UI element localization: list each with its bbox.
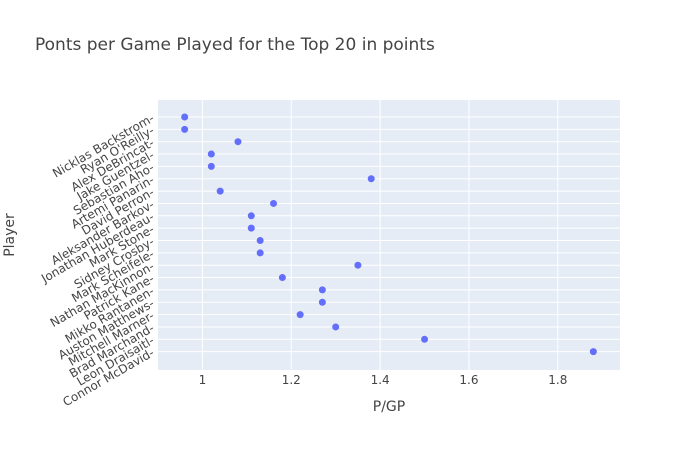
x-tick-label: 1.4: [371, 373, 390, 387]
data-points: [181, 113, 597, 356]
data-point[interactable]: [247, 212, 255, 220]
data-point[interactable]: [296, 311, 304, 319]
data-point[interactable]: [354, 261, 362, 269]
data-point[interactable]: [256, 237, 264, 244]
y-axis-title: Player: [2, 213, 18, 257]
data-point[interactable]: [234, 138, 242, 146]
y-tick-labels: Nicklas Backstrom-Ryan O'Reilly-Alex DeB…: [38, 111, 156, 409]
data-point[interactable]: [278, 274, 286, 282]
x-tick-labels: 1 1.2 1.4 1.6 1.8: [199, 373, 568, 387]
data-point[interactable]: [207, 162, 215, 170]
data-point[interactable]: [216, 187, 224, 195]
data-point[interactable]: [181, 113, 189, 121]
x-axis-title: P/GP: [373, 399, 405, 415]
data-point[interactable]: [256, 249, 264, 257]
x-tick-label: 1.2: [282, 373, 301, 387]
data-point[interactable]: [207, 150, 215, 158]
data-point[interactable]: [181, 125, 189, 133]
data-point[interactable]: [421, 335, 429, 343]
x-tick-label: 1.8: [548, 373, 567, 387]
data-point[interactable]: [318, 298, 326, 306]
data-point[interactable]: [270, 199, 277, 207]
data-point[interactable]: [367, 175, 375, 183]
data-point[interactable]: [589, 348, 597, 356]
data-point[interactable]: [332, 323, 340, 331]
data-point[interactable]: [247, 224, 255, 232]
x-tick-label: 1.6: [459, 373, 478, 387]
plot-background: [158, 100, 620, 370]
chart-title: Ponts per Game Played for the Top 20 in …: [35, 35, 435, 55]
data-point[interactable]: [318, 286, 326, 294]
grid: [158, 100, 620, 370]
x-tick-label: 1: [199, 373, 207, 387]
